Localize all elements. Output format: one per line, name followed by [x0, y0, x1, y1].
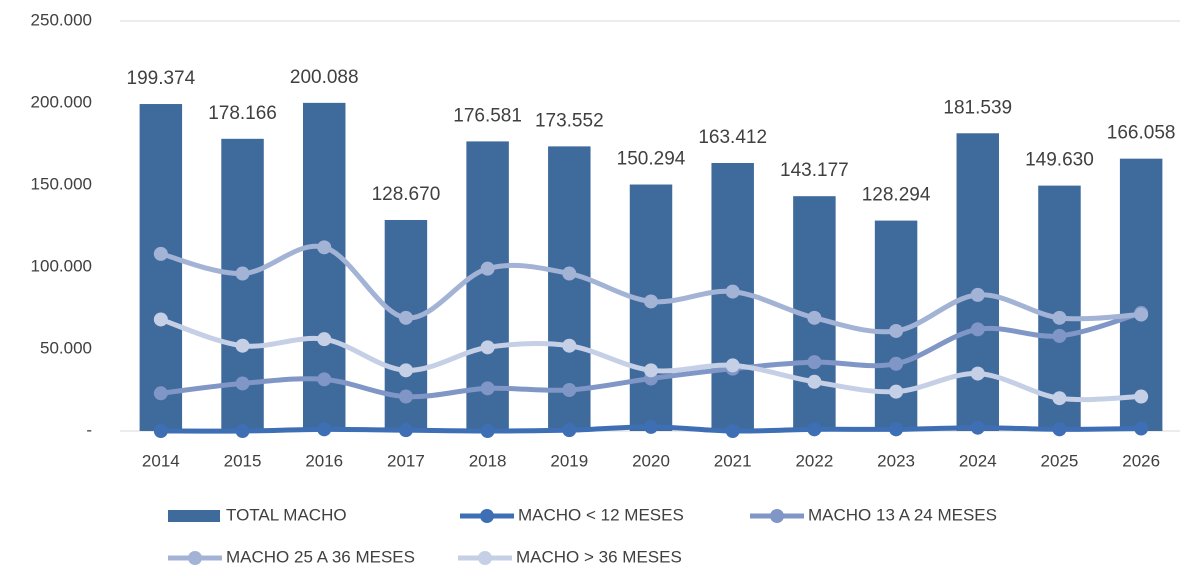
data-label: 163.412 — [698, 127, 767, 148]
legend-swatch — [188, 551, 202, 565]
data-label: 176.581 — [453, 105, 522, 126]
line-marker — [235, 338, 250, 353]
x-tick-label: 2025 — [1041, 451, 1079, 470]
x-tick-label: 2020 — [632, 451, 670, 470]
y-tick-label: - — [86, 420, 92, 439]
line-marker — [235, 424, 250, 438]
legend-label: MACHO > 36 MESES — [516, 547, 682, 566]
x-tick-label: 2015 — [224, 451, 262, 470]
line-marker — [644, 294, 658, 309]
line-marker — [970, 287, 985, 302]
line-marker — [317, 240, 332, 255]
line-marker — [235, 376, 250, 391]
data-label: 173.552 — [535, 110, 604, 131]
line-marker — [480, 424, 495, 438]
y-tick-label: 250.000 — [31, 10, 92, 29]
line-marker — [644, 363, 658, 378]
x-tick-label: 2014 — [142, 451, 180, 470]
bar — [139, 104, 183, 431]
legend-swatch — [168, 510, 220, 522]
line-marker — [235, 266, 250, 281]
line-marker — [807, 310, 822, 325]
x-tick-label: 2023 — [877, 451, 915, 470]
line-marker — [725, 358, 740, 373]
line-marker — [889, 384, 904, 399]
line-marker — [725, 424, 740, 438]
line-marker — [807, 422, 822, 437]
x-tick-label: 2021 — [714, 451, 752, 470]
line-marker — [1052, 328, 1067, 343]
data-label: 200.088 — [290, 67, 359, 88]
x-tick-label: 2019 — [550, 451, 588, 470]
line-marker — [970, 420, 985, 435]
line-marker — [1052, 422, 1067, 437]
line-marker — [398, 389, 413, 404]
line-marker — [970, 322, 985, 337]
line-marker — [1052, 310, 1067, 325]
line-marker — [317, 372, 332, 387]
data-label: 143.177 — [780, 160, 849, 181]
line-marker — [480, 381, 495, 396]
line-marker — [398, 363, 413, 378]
line-marker — [889, 422, 904, 437]
line-marker — [562, 266, 577, 281]
line-marker — [889, 356, 904, 371]
line-marker — [1052, 391, 1067, 406]
legend-label: MACHO 25 A 36 MESES — [226, 547, 415, 566]
x-tick-label: 2022 — [795, 451, 833, 470]
legend-label: MACHO 13 A 24 MESES — [808, 505, 997, 524]
y-tick-label: 50.000 — [40, 338, 92, 357]
line-marker — [153, 424, 168, 438]
data-label: 128.294 — [862, 185, 931, 206]
y-tick-label: 100.000 — [31, 256, 92, 275]
data-label: 199.374 — [127, 68, 196, 89]
legend-label: MACHO < 12 MESES — [518, 505, 684, 524]
line-marker — [807, 374, 822, 389]
line-marker — [562, 383, 577, 397]
line-marker — [1134, 307, 1149, 322]
y-tick-label: 200.000 — [31, 92, 92, 111]
data-label: 150.294 — [617, 149, 686, 170]
line-marker — [480, 340, 495, 355]
line-marker — [1134, 389, 1149, 404]
line-marker — [644, 419, 658, 434]
line-marker — [398, 310, 413, 325]
x-tick-label: 2018 — [469, 451, 507, 470]
x-tick-label: 2026 — [1122, 451, 1160, 470]
x-tick-label: 2016 — [305, 451, 343, 470]
bar — [956, 133, 1000, 431]
bar — [1119, 158, 1163, 431]
line-marker — [480, 261, 495, 276]
y-tick-label: 150.000 — [31, 174, 92, 193]
data-label: 178.166 — [208, 103, 277, 124]
line-marker — [725, 284, 740, 299]
legend-swatch — [770, 509, 784, 523]
x-tick-label: 2024 — [959, 451, 997, 470]
line-marker — [562, 423, 577, 438]
legend-swatch — [480, 509, 494, 523]
line-marker — [398, 423, 413, 438]
line-marker — [970, 366, 985, 381]
line-marker — [1134, 421, 1149, 436]
line-marker — [153, 246, 168, 261]
data-label: 128.670 — [372, 184, 441, 205]
line-marker — [153, 312, 168, 327]
data-label: 166.058 — [1107, 123, 1176, 144]
bar — [1038, 185, 1081, 431]
line-marker — [317, 332, 332, 347]
data-label: 181.539 — [943, 97, 1012, 118]
line-marker — [153, 386, 168, 401]
x-tick-label: 2017 — [387, 451, 425, 470]
legend-swatch — [478, 551, 492, 565]
legend-label: TOTAL MACHO — [226, 505, 347, 524]
data-label: 149.630 — [1025, 150, 1094, 171]
line-marker — [889, 323, 904, 338]
line-marker — [807, 355, 822, 370]
line-marker — [317, 422, 332, 437]
line-marker — [562, 338, 577, 353]
